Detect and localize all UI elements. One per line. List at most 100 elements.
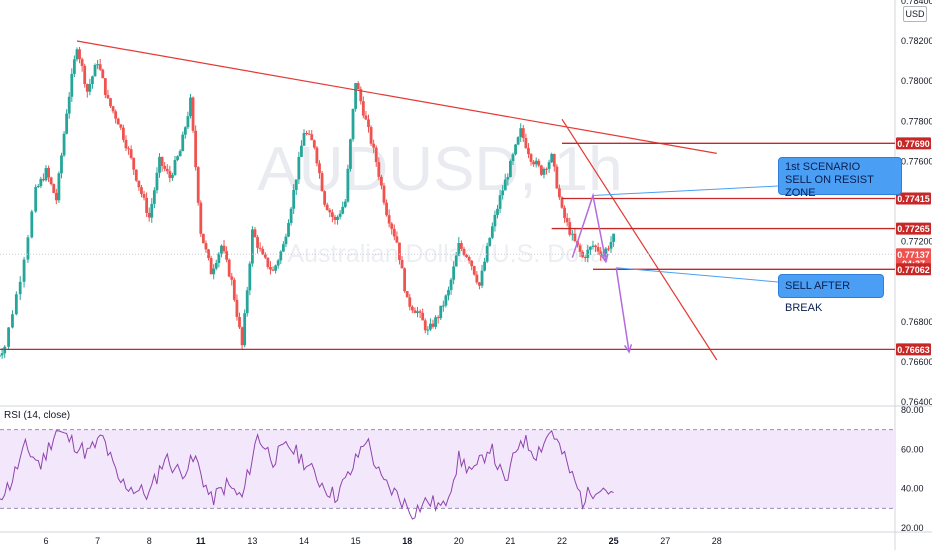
- candle-body: [142, 194, 146, 198]
- time-tick-label: 27: [660, 536, 670, 546]
- candle-body: [132, 157, 136, 170]
- candle-body: [552, 153, 556, 167]
- candle-body: [390, 223, 394, 229]
- candle-body: [220, 245, 223, 254]
- time-tick-label: 20: [454, 536, 464, 546]
- candle-body: [222, 245, 226, 252]
- candle-body: [80, 59, 84, 66]
- price-tick-label: 0.78400: [901, 0, 932, 6]
- candle-body: [201, 233, 205, 244]
- candle-body: [519, 128, 523, 138]
- time-tick-label: 8: [147, 536, 152, 546]
- candle-body: [367, 119, 370, 128]
- candle-body: [103, 78, 107, 95]
- candle-body: [292, 189, 296, 209]
- candle-body: [560, 197, 564, 208]
- candle-body: [150, 203, 154, 218]
- price-level-tag: [896, 137, 931, 150]
- candle-body: [225, 251, 228, 260]
- price-level-label: 0.77690: [897, 139, 930, 149]
- candle-body: [263, 254, 267, 258]
- candle-body: [325, 204, 329, 211]
- price-tick-label: 0.78000: [901, 76, 932, 86]
- candle-body: [607, 248, 610, 250]
- candle-body: [349, 139, 352, 169]
- candle-body: [152, 190, 156, 204]
- candle-body: [395, 236, 399, 243]
- candle-body: [421, 312, 425, 321]
- annotation-first-scenario[interactable]: 1st SCENARIO SELL ON RESIST ZONE: [778, 157, 902, 199]
- candle-body: [30, 211, 34, 238]
- candle-body: [496, 208, 499, 215]
- candle-body: [413, 310, 417, 314]
- candle-body: [93, 65, 97, 77]
- time-tick-label: 25: [609, 536, 619, 546]
- price-level-label: 0.76663: [897, 345, 930, 355]
- candle-body: [410, 306, 414, 311]
- candle-body: [459, 243, 463, 249]
- candle-body: [333, 216, 337, 221]
- candle-body: [485, 245, 489, 262]
- rsi-title: RSI (14, close): [4, 410, 71, 421]
- candle-body: [475, 274, 479, 283]
- candle-body: [140, 187, 143, 195]
- candle-body: [0, 353, 4, 356]
- candle-body: [44, 167, 48, 181]
- candle-body: [521, 128, 525, 139]
- candle-body: [22, 259, 26, 282]
- price-tick-label: 0.76800: [901, 317, 932, 327]
- candle-body: [217, 253, 221, 263]
- price-level-tag: [896, 192, 931, 205]
- candle-body: [583, 257, 587, 259]
- candle-body: [392, 228, 396, 237]
- candle-body: [545, 168, 548, 170]
- candle-body: [318, 163, 321, 174]
- candle-body: [503, 179, 507, 191]
- candle-body: [39, 178, 43, 187]
- candle-body: [307, 133, 311, 135]
- candle-body: [212, 268, 216, 275]
- candle-body: [418, 311, 422, 313]
- candle-body: [281, 244, 285, 252]
- candle-body: [147, 212, 151, 218]
- steep-trendline[interactable]: [561, 118, 718, 361]
- candle-body: [570, 233, 574, 235]
- candle-body: [42, 178, 45, 181]
- candle-body: [361, 101, 365, 116]
- rsi-tick-label: 60.00: [901, 444, 924, 454]
- candle-body: [328, 210, 332, 213]
- price-level-label: 0.77265: [897, 224, 930, 234]
- candle-body: [532, 161, 536, 165]
- candle-body: [294, 179, 298, 190]
- price-level-label: 0.77062: [897, 265, 930, 275]
- candle-body: [323, 191, 327, 205]
- candle-body: [330, 212, 334, 217]
- scenario-arrow[interactable]: [615, 267, 630, 353]
- resistance-trendline[interactable]: [76, 40, 717, 154]
- candle-body: [297, 156, 301, 180]
- candle-body: [534, 160, 538, 165]
- time-tick-label: 18: [402, 536, 412, 546]
- time-tick-label: 14: [299, 536, 309, 546]
- rsi-tick-label: 80.00: [901, 405, 924, 415]
- candle-body: [34, 187, 38, 212]
- annotation-sell-after-break[interactable]: SELL AFTER BREAK: [778, 274, 884, 314]
- candle-body: [209, 258, 213, 275]
- candle-body: [261, 248, 265, 255]
- candle-body: [196, 167, 200, 203]
- candle-body: [341, 206, 345, 214]
- candle-body: [436, 317, 440, 319]
- candle-body: [269, 267, 272, 270]
- candle-body: [563, 207, 566, 218]
- rsi-line[interactable]: [0, 429, 614, 520]
- annotation-connector: [616, 267, 779, 283]
- candle-body: [279, 251, 283, 261]
- candle-body: [359, 89, 363, 102]
- annotation-sell-after-break-text: SELL AFTER BREAK: [785, 280, 851, 314]
- candle-body: [537, 160, 541, 166]
- candle-body: [346, 168, 350, 202]
- candle-body: [483, 261, 486, 271]
- candle-body: [67, 96, 71, 114]
- candle-body: [356, 83, 360, 90]
